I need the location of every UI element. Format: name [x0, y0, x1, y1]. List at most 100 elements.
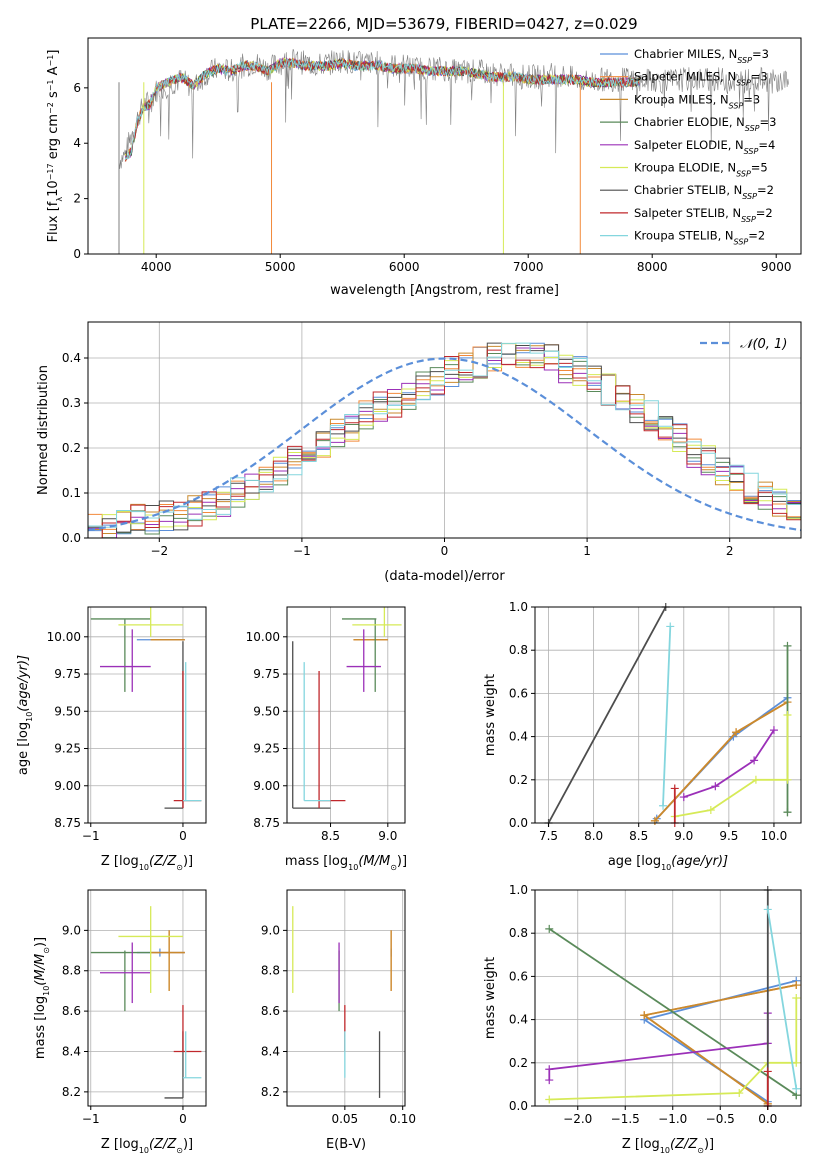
- x-tick-label: 10.0: [761, 829, 788, 843]
- axes-frame: [286, 606, 406, 824]
- figure-title: PLATE=2266, MJD=53679, FIBERID=0427, z=0…: [250, 15, 637, 33]
- weight-z-marker-salpeter_elodie: [545, 1065, 554, 1074]
- x-tick-label: 9.5: [719, 829, 738, 843]
- y-axis-label: Flux [fλ10−17 erg cm−2 s−1 A−1]: [46, 50, 64, 243]
- x-tick-label: 0: [179, 1112, 187, 1126]
- x-tick-label: 8.0: [584, 829, 603, 843]
- x-tick-label: −1.0: [658, 1112, 687, 1126]
- x-tick-label: 8.5: [629, 829, 648, 843]
- legend-label-kroupa_miles: Kroupa MILES, NSSP=3: [634, 92, 760, 110]
- x-tick-label: −0.5: [706, 1112, 735, 1126]
- weight-z-marker-salpeter_stelib: [763, 1067, 772, 1076]
- x-tick-label: 1: [583, 544, 591, 558]
- weight-age-marker-kroupa_elodie: [783, 711, 792, 719]
- x-tick-label: −1: [82, 1112, 100, 1126]
- age-vs-metallicity-panel: −1 0 8.75 9.00 9.25 9.50 9.75 10.00 Z [log10(Z/Z…: [16, 606, 207, 872]
- y-tick-label: 0.8: [509, 926, 528, 940]
- y-axis-label: mass weight: [483, 674, 498, 756]
- y-tick-label: 8.6: [261, 1004, 280, 1018]
- y-tick-label: 10.00: [47, 630, 81, 644]
- y-tick-label: 0.0: [509, 816, 528, 830]
- mass-vs-metallicity-panel: −1 0 8.2 8.4 8.6 8.8 9.0 Z [log10(Z/Z⊙)] mass [l…: [33, 889, 207, 1155]
- legend-label-salpeter_elodie: Salpeter ELODIE, NSSP=4: [634, 138, 775, 156]
- y-tick-label: 9.0: [62, 923, 81, 937]
- weight-age-marker-salpeter_elodie: [750, 756, 759, 765]
- weight-age-line-salpeter_elodie: [683, 729, 775, 798]
- x-tick-label: 9.0: [674, 829, 693, 843]
- weight-age-marker-kroupa_miles: [650, 816, 659, 825]
- x-axis-label: mass [log10(M/M⊙)]: [285, 854, 407, 872]
- spectrum-plot-area: [118, 48, 789, 254]
- y-axis-label: mass [log10(M/M⊙)]: [33, 937, 51, 1059]
- x-axis-label: age [log10(age/yr)]: [608, 854, 728, 872]
- y-tick-label: 0.4: [62, 351, 81, 365]
- y-tick-label: 1.0: [509, 600, 528, 614]
- x-tick-label: 2: [726, 544, 734, 558]
- weight-age-line-kroupa_stelib: [662, 626, 672, 806]
- x-tick-label: 6000: [389, 260, 420, 274]
- weight-age-marker-kroupa_elodie: [783, 775, 792, 784]
- weight-z-marker-kroupa_stelib: [763, 905, 772, 914]
- legend-label-chabrier_miles: Chabrier MILES, NSSP=3: [634, 47, 769, 65]
- weight-age-marker-chabrier_elodie: [783, 808, 792, 817]
- x-axis-label: E(B-V): [326, 1137, 366, 1152]
- y-tick-label: 9.00: [54, 779, 81, 793]
- y-tick-label: 8.2: [261, 1085, 280, 1099]
- y-tick-label: 9.25: [253, 742, 280, 756]
- x-tick-label: 9.0: [378, 829, 397, 843]
- y-tick-label: 0: [73, 247, 81, 261]
- weight-age-marker-salpeter_elodie: [711, 782, 720, 791]
- weight-age-marker-kroupa_elodie: [751, 775, 760, 784]
- gaussian-curve: [88, 357, 801, 532]
- weight-z-marker-chabrier_elodie: [545, 924, 554, 933]
- y-tick-label: 8.8: [261, 964, 280, 978]
- x-tick-label: 0.0: [758, 1112, 777, 1126]
- spectrum-legend: Chabrier MILES, NSSP=3 Salpeter MILES, NS…: [600, 47, 776, 246]
- histogram-area: [88, 342, 801, 538]
- axes-frame: [87, 889, 207, 1107]
- y-axis-label: mass weight: [483, 957, 498, 1039]
- model-spectrum-kroupa_stelib: [124, 58, 640, 160]
- weight-z-marker-kroupa_elodie: [792, 1058, 801, 1067]
- weight-age-marker-salpeter_stelib: [670, 784, 679, 793]
- spectrum-panel: 4000 5000 6000 7000 8000 9000 0 2 4 6 wavelength […: [46, 37, 802, 298]
- y-tick-label: 9.75: [253, 667, 280, 681]
- y-tick-label: 4: [73, 136, 81, 150]
- axes-frame: [87, 37, 802, 255]
- x-tick-label: 7.5: [539, 829, 558, 843]
- y-tick-label: 0.2: [62, 441, 81, 455]
- y-tick-label: 0.6: [509, 686, 528, 700]
- legend-label-kroupa_elodie: Kroupa ELODIE, NSSP=5: [634, 161, 768, 179]
- legend-label-gaussian: 𝒩(0, 1): [740, 337, 787, 352]
- y-tick-label: 0.4: [509, 1013, 528, 1027]
- y-tick-label: 0.2: [509, 773, 528, 787]
- x-tick-label: 8000: [637, 260, 668, 274]
- x-tick-label: 4000: [141, 260, 172, 274]
- y-tick-label: 10.00: [246, 630, 280, 644]
- x-tick-label: −1: [293, 544, 311, 558]
- x-tick-label: 9000: [761, 260, 792, 274]
- weight-z-marker-kroupa_elodie: [792, 994, 801, 1002]
- x-axis-label: Z [log10(Z/Z⊙)]: [101, 1137, 193, 1155]
- legend-label-salpeter_miles: Salpeter MILES, NSSP=3: [634, 70, 768, 88]
- y-tick-label: 8.75: [253, 816, 280, 830]
- weight-age-line-chabrier_stelib: [547, 606, 667, 824]
- x-tick-label: 8.5: [321, 829, 340, 843]
- x-tick-label: −2.0: [563, 1112, 592, 1126]
- y-tick-label: 8.2: [62, 1085, 81, 1099]
- mass-vs-ebv-panel: 0.05 0.10 8.2 8.4 8.6 8.8 9.0 E(B-V): [261, 889, 416, 1152]
- x-tick-label: −1.5: [611, 1112, 640, 1126]
- y-tick-label: 8.4: [261, 1044, 280, 1058]
- x-tick-label: 5000: [265, 260, 296, 274]
- weight-age-marker-kroupa_elodie: [706, 806, 715, 815]
- y-tick-label: 0.3: [62, 396, 81, 410]
- legend-label-salpeter_stelib: Salpeter STELIB, NSSP=2: [634, 206, 773, 224]
- weight-age-marker-salpeter_elodie: [679, 793, 688, 802]
- y-tick-label: 8.75: [54, 816, 81, 830]
- x-axis-label: (data-model)/error: [384, 569, 505, 584]
- x-axis-label: wavelength [Angstrom, rest frame]: [330, 283, 559, 298]
- x-axis-label: Z [log10(Z/Z⊙)]: [622, 1137, 714, 1155]
- x-tick-label: −1: [82, 829, 100, 843]
- weight-age-marker-kroupa_miles: [732, 728, 741, 737]
